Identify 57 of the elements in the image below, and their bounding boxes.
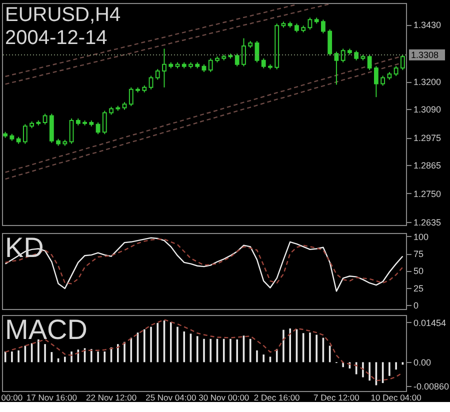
candlestick bbox=[254, 40, 260, 63]
candlestick bbox=[328, 28, 332, 56]
x-tick-label: 2 Dec 16:00 bbox=[254, 392, 300, 402]
y-tick-label: 0.00 bbox=[414, 358, 432, 368]
candlestick bbox=[340, 48, 346, 63]
candlestick bbox=[354, 50, 359, 61]
candlestick bbox=[308, 17, 312, 30]
y-tick-label: 1.3200 bbox=[414, 77, 442, 88]
candlestick bbox=[321, 19, 326, 34]
y-tick-label: 50 bbox=[414, 266, 424, 276]
ref-line-label: 1.3308 bbox=[411, 50, 439, 60]
x-tick-label: 22 Nov 12:00 bbox=[86, 392, 137, 402]
chart-title: EURUSD,H4 bbox=[5, 4, 121, 26]
line-series bbox=[4, 238, 404, 284]
candlestick bbox=[69, 118, 74, 144]
candlestick bbox=[96, 122, 100, 135]
y-tick-label: 75 bbox=[414, 249, 424, 260]
x-tick-label: 10 Dec 04:00 bbox=[370, 392, 422, 402]
y-tick-label: 1.2865 bbox=[414, 160, 442, 170]
candlestick bbox=[242, 38, 246, 67]
y-tick-label: 1.2635 bbox=[414, 218, 442, 228]
chart-title: MACD bbox=[5, 314, 88, 345]
candlestick bbox=[261, 58, 266, 69]
x-tick-label: 7 Dec 12:00 bbox=[314, 392, 360, 402]
candlestick bbox=[380, 75, 386, 86]
y-tick-label: 1.3430 bbox=[414, 20, 442, 30]
candlestick bbox=[155, 68, 160, 80]
line-series bbox=[4, 237, 404, 292]
y-tick-label: 1.2750 bbox=[414, 188, 442, 199]
candlestick bbox=[367, 54, 372, 71]
y-tick-label: 0 bbox=[414, 300, 419, 310]
candlestick bbox=[334, 51, 339, 86]
candlestick bbox=[162, 48, 166, 88]
candlestick bbox=[374, 66, 378, 98]
candlestick bbox=[400, 54, 405, 71]
y-tick-label: 25 bbox=[414, 283, 424, 294]
y-tick-label: 100 bbox=[414, 232, 429, 242]
candlestick bbox=[148, 75, 154, 90]
y-tick-label: 1.2975 bbox=[414, 133, 442, 144]
candlestick bbox=[394, 66, 398, 77]
candlestick bbox=[234, 53, 240, 67]
y-tick-label: -0.00860 bbox=[414, 381, 450, 392]
y-tick-label: 0.01454 bbox=[414, 318, 446, 328]
y-tick-label: 1.3090 bbox=[414, 104, 442, 115]
x-tick-label: 30 Nov 00:00 bbox=[198, 392, 250, 402]
x-tick-label: 17 Nov 16:00 bbox=[26, 392, 78, 402]
line-series bbox=[4, 4, 298, 78]
candlestick bbox=[128, 86, 134, 107]
candlestick bbox=[102, 110, 107, 135]
candlestick bbox=[208, 58, 213, 73]
x-tick-label: 00:00 bbox=[1, 392, 23, 402]
line-series bbox=[4, 319, 404, 382]
candlestick bbox=[22, 124, 28, 144]
line-series bbox=[4, 3, 330, 85]
x-tick-label: 25 Nov 04:00 bbox=[146, 392, 196, 402]
text: 2004-12-14 bbox=[5, 27, 108, 49]
candlestick bbox=[42, 113, 48, 125]
